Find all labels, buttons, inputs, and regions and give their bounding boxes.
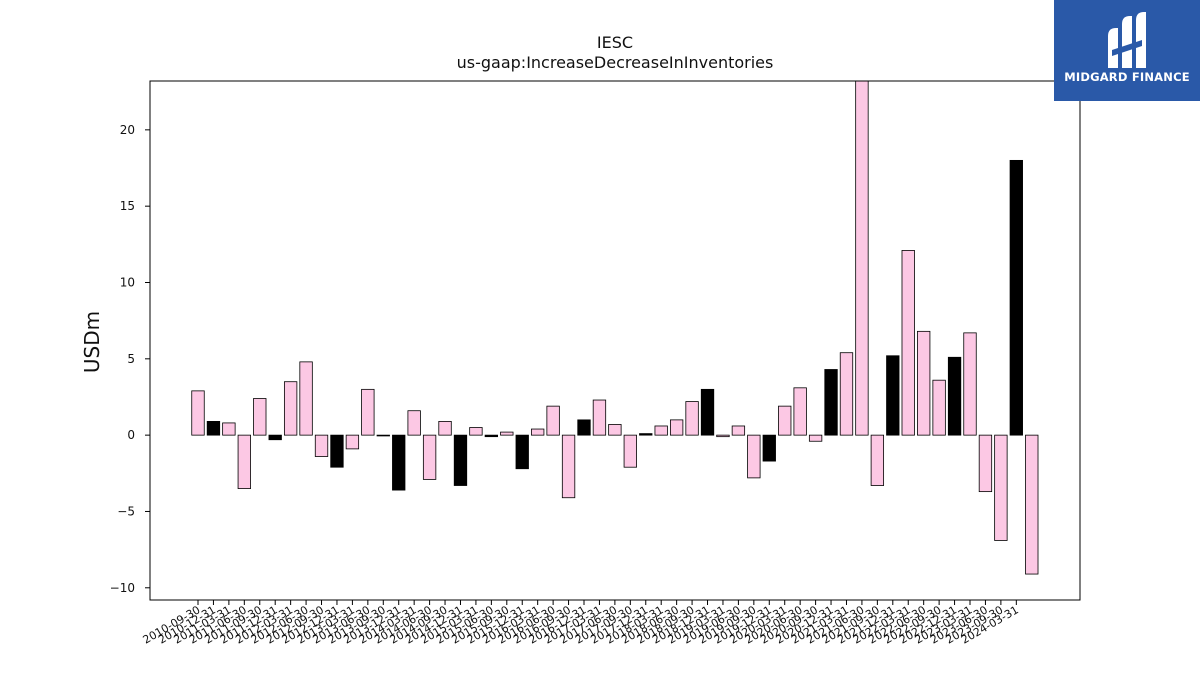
bar-15 bbox=[407, 410, 421, 436]
y-tick-label: −5 bbox=[117, 504, 135, 518]
bar-45 bbox=[870, 434, 885, 486]
bar-49 bbox=[932, 379, 946, 436]
bar-8 bbox=[299, 361, 313, 436]
bar-28 bbox=[608, 424, 622, 436]
bar-43 bbox=[839, 352, 854, 436]
bar-47 bbox=[901, 250, 915, 436]
bar-32 bbox=[669, 419, 684, 436]
bar-52 bbox=[978, 434, 993, 493]
bar-26 bbox=[577, 419, 591, 436]
bars-group bbox=[191, 80, 1039, 575]
bar-48 bbox=[917, 330, 931, 436]
plot-frame bbox=[149, 80, 1081, 601]
chart-subtitle: us-gaap:IncreaseDecreaseInInventories bbox=[457, 53, 774, 72]
bar-35 bbox=[716, 434, 730, 438]
bar-13 bbox=[376, 434, 390, 437]
bar-38 bbox=[762, 434, 776, 462]
bar-40 bbox=[793, 387, 807, 436]
bar-41 bbox=[808, 434, 823, 442]
bar-19 bbox=[469, 427, 483, 436]
bar-16 bbox=[422, 434, 437, 480]
bar-3 bbox=[222, 422, 236, 436]
bar-23 bbox=[531, 428, 545, 436]
y-tick-label: 20 bbox=[120, 123, 135, 137]
bar-44 bbox=[855, 80, 869, 436]
bar-37 bbox=[747, 434, 761, 479]
bar-54 bbox=[1009, 159, 1023, 436]
bar-5 bbox=[253, 398, 267, 436]
bar-34 bbox=[700, 388, 715, 436]
bar-27 bbox=[592, 399, 607, 436]
x-axis: 2010-09-302010-12-312011-03-312011-06-30… bbox=[141, 600, 1021, 647]
bar-42 bbox=[824, 369, 838, 436]
brand-name: MIDGARD FINANCE bbox=[1064, 70, 1190, 84]
bar-55 bbox=[1025, 434, 1039, 575]
bar-4 bbox=[237, 434, 251, 489]
bar-18 bbox=[453, 434, 468, 486]
bar-2 bbox=[206, 420, 221, 436]
bar-36 bbox=[731, 425, 746, 436]
bar-33 bbox=[685, 401, 699, 436]
bar-39 bbox=[778, 405, 792, 436]
bar-1 bbox=[191, 390, 205, 436]
bar-31 bbox=[654, 425, 668, 436]
brand-logo: MIDGARD FINANCE bbox=[1054, 0, 1200, 101]
bar-20 bbox=[484, 434, 499, 438]
bar-24 bbox=[546, 405, 560, 436]
bar-50 bbox=[947, 356, 962, 436]
y-tick-label: 10 bbox=[120, 275, 135, 289]
y-tick-label: −10 bbox=[110, 581, 135, 595]
y-axis: −10 −5 0 5 10 15 20 bbox=[110, 123, 150, 595]
bar-29 bbox=[623, 434, 637, 468]
midgard-logo-icon bbox=[1108, 12, 1146, 68]
y-tick-label: 0 bbox=[127, 428, 135, 442]
bar-12 bbox=[361, 388, 375, 436]
bar-25 bbox=[561, 434, 576, 499]
y-tick-label: 15 bbox=[120, 199, 135, 213]
bar-21 bbox=[500, 431, 514, 436]
bar-14 bbox=[392, 434, 406, 491]
bar-17 bbox=[438, 420, 452, 436]
bar-22 bbox=[515, 434, 529, 470]
bar-51 bbox=[963, 332, 977, 436]
bar-53 bbox=[994, 434, 1008, 541]
bar-30 bbox=[639, 433, 653, 436]
bar-10 bbox=[330, 434, 344, 468]
bar-9 bbox=[314, 434, 329, 457]
chart-title: IESC bbox=[597, 33, 633, 52]
bar-6 bbox=[268, 434, 282, 441]
bar-46 bbox=[886, 355, 900, 436]
bar-7 bbox=[283, 381, 298, 436]
y-tick-label: 5 bbox=[127, 352, 135, 366]
bar-11 bbox=[345, 434, 360, 450]
y-axis-label: USDm bbox=[80, 311, 104, 373]
